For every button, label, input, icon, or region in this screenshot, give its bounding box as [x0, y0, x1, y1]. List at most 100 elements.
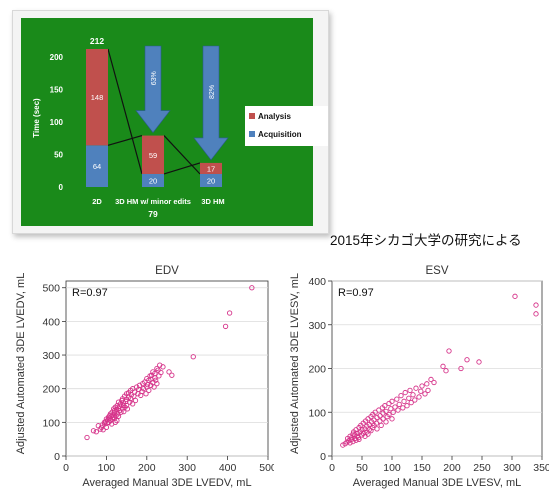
stacked-bar-chart: 0 50 100 150 200 Time (sec) 63% 82% 64 148 212 20 59…	[21, 18, 328, 274]
y-tick-label: 400	[42, 316, 60, 328]
connector-line	[163, 162, 201, 175]
x-tick-label: 300	[503, 462, 521, 474]
data-point	[416, 394, 422, 400]
data-point	[388, 406, 394, 412]
y-tick-label: 300	[308, 320, 326, 332]
data-label: 20	[149, 176, 157, 185]
y-tick-label: 0	[320, 451, 326, 463]
legend-box	[245, 106, 328, 146]
data-point	[146, 387, 152, 394]
data-point	[143, 391, 149, 397]
bar-chart-frame: 0 50 100 150 200 Time (sec) 63% 82% 64 148 212 20 59…	[12, 10, 329, 274]
data-point	[464, 357, 470, 363]
data-label: 20	[207, 176, 215, 185]
legend-swatch-acquisition	[249, 131, 255, 137]
data-point	[160, 364, 166, 370]
y-axis-title: Time (sec)	[32, 98, 41, 138]
data-point	[151, 384, 157, 390]
x-tick-label: 350	[533, 462, 549, 474]
data-point	[93, 429, 99, 435]
x-tick-label: 100	[383, 462, 401, 474]
data-point	[222, 323, 229, 330]
y-axis-title: Adjusted Automated 3DE LVEDV, mL	[15, 273, 27, 455]
y-tick-label: 0	[59, 183, 64, 192]
data-point	[389, 398, 395, 404]
data-point	[90, 428, 97, 434]
correlation-annotation: R=0.97	[72, 287, 108, 299]
data-point	[406, 395, 412, 401]
x-tick-label: 0	[63, 462, 69, 474]
data-point	[390, 409, 396, 415]
total-label: 79	[148, 209, 158, 219]
total-label: 212	[90, 36, 104, 46]
connector-line	[107, 134, 143, 146]
data-point	[359, 427, 365, 433]
data-point	[132, 397, 139, 404]
data-point	[396, 401, 402, 408]
x-tick-label: 50	[356, 462, 368, 474]
data-point	[401, 398, 407, 404]
data-point	[428, 376, 434, 383]
data-point	[130, 401, 136, 407]
data-point	[166, 369, 172, 375]
y-tick-label: 0	[54, 451, 60, 463]
data-point	[380, 416, 386, 422]
data-point	[383, 408, 389, 415]
data-point	[115, 413, 122, 419]
data-point	[533, 311, 539, 317]
legend-swatch-analysis	[249, 113, 255, 119]
y-tick-label: 200	[50, 53, 64, 62]
data-point	[139, 388, 145, 395]
data-point	[120, 402, 127, 409]
data-point	[398, 392, 404, 399]
bar-analysis	[142, 135, 164, 174]
edv-scatter-plot: EDV 0 100 200 300 400 500 0 100 200 300 400 500 Avera…	[15, 265, 274, 489]
data-point	[383, 419, 389, 425]
data-point	[190, 354, 196, 360]
y-tick-label: 200	[308, 364, 326, 376]
arrow-percent-label: 82%	[209, 85, 216, 99]
data-point	[431, 379, 437, 386]
data-point	[533, 302, 539, 308]
data-point	[402, 389, 408, 396]
y-tick-label: 100	[50, 118, 64, 127]
data-point	[512, 293, 518, 299]
data-label: 17	[207, 164, 215, 173]
data-point	[113, 412, 119, 419]
data-point	[422, 391, 428, 397]
data-point	[249, 285, 255, 291]
x-tick-label: 400	[219, 462, 237, 474]
data-point	[392, 404, 398, 410]
connector-line	[163, 135, 201, 175]
data-point	[395, 407, 401, 413]
data-point	[378, 422, 384, 429]
plot-title: EDV	[155, 265, 179, 277]
data-point	[418, 388, 424, 394]
x-tick-label: 200	[138, 462, 156, 474]
x-tick-label: 300	[178, 462, 196, 474]
data-point	[374, 426, 380, 432]
reduction-arrow	[135, 45, 171, 134]
bar-analysis	[200, 162, 222, 174]
data-point	[424, 381, 430, 387]
data-point	[377, 413, 383, 419]
data-point	[158, 369, 164, 376]
data-point	[153, 377, 159, 383]
data-point	[386, 411, 392, 418]
y-tick-label: 400	[308, 276, 326, 288]
data-label: 64	[93, 162, 101, 171]
legend-label: Analysis	[258, 112, 291, 121]
data-point	[226, 310, 233, 316]
y-tick-label: 100	[42, 417, 60, 429]
data-point	[446, 348, 452, 354]
data-point	[154, 380, 160, 387]
category-label: 3D HM	[201, 197, 224, 206]
bar-analysis	[86, 49, 108, 146]
y-tick-label: 150	[50, 85, 64, 94]
x-tick-label: 200	[443, 462, 461, 474]
data-point	[400, 405, 406, 411]
esv-scatter-plot: ESV 0 100 200 300 400 0 50 100 150 200 250 300 350 Ave…	[289, 265, 549, 489]
category-label: 3D HM w/ minor edits	[115, 197, 191, 206]
data-point	[419, 383, 425, 389]
y-axis-title: Adjusted Automated 3DE LVESV, mL	[289, 273, 301, 454]
